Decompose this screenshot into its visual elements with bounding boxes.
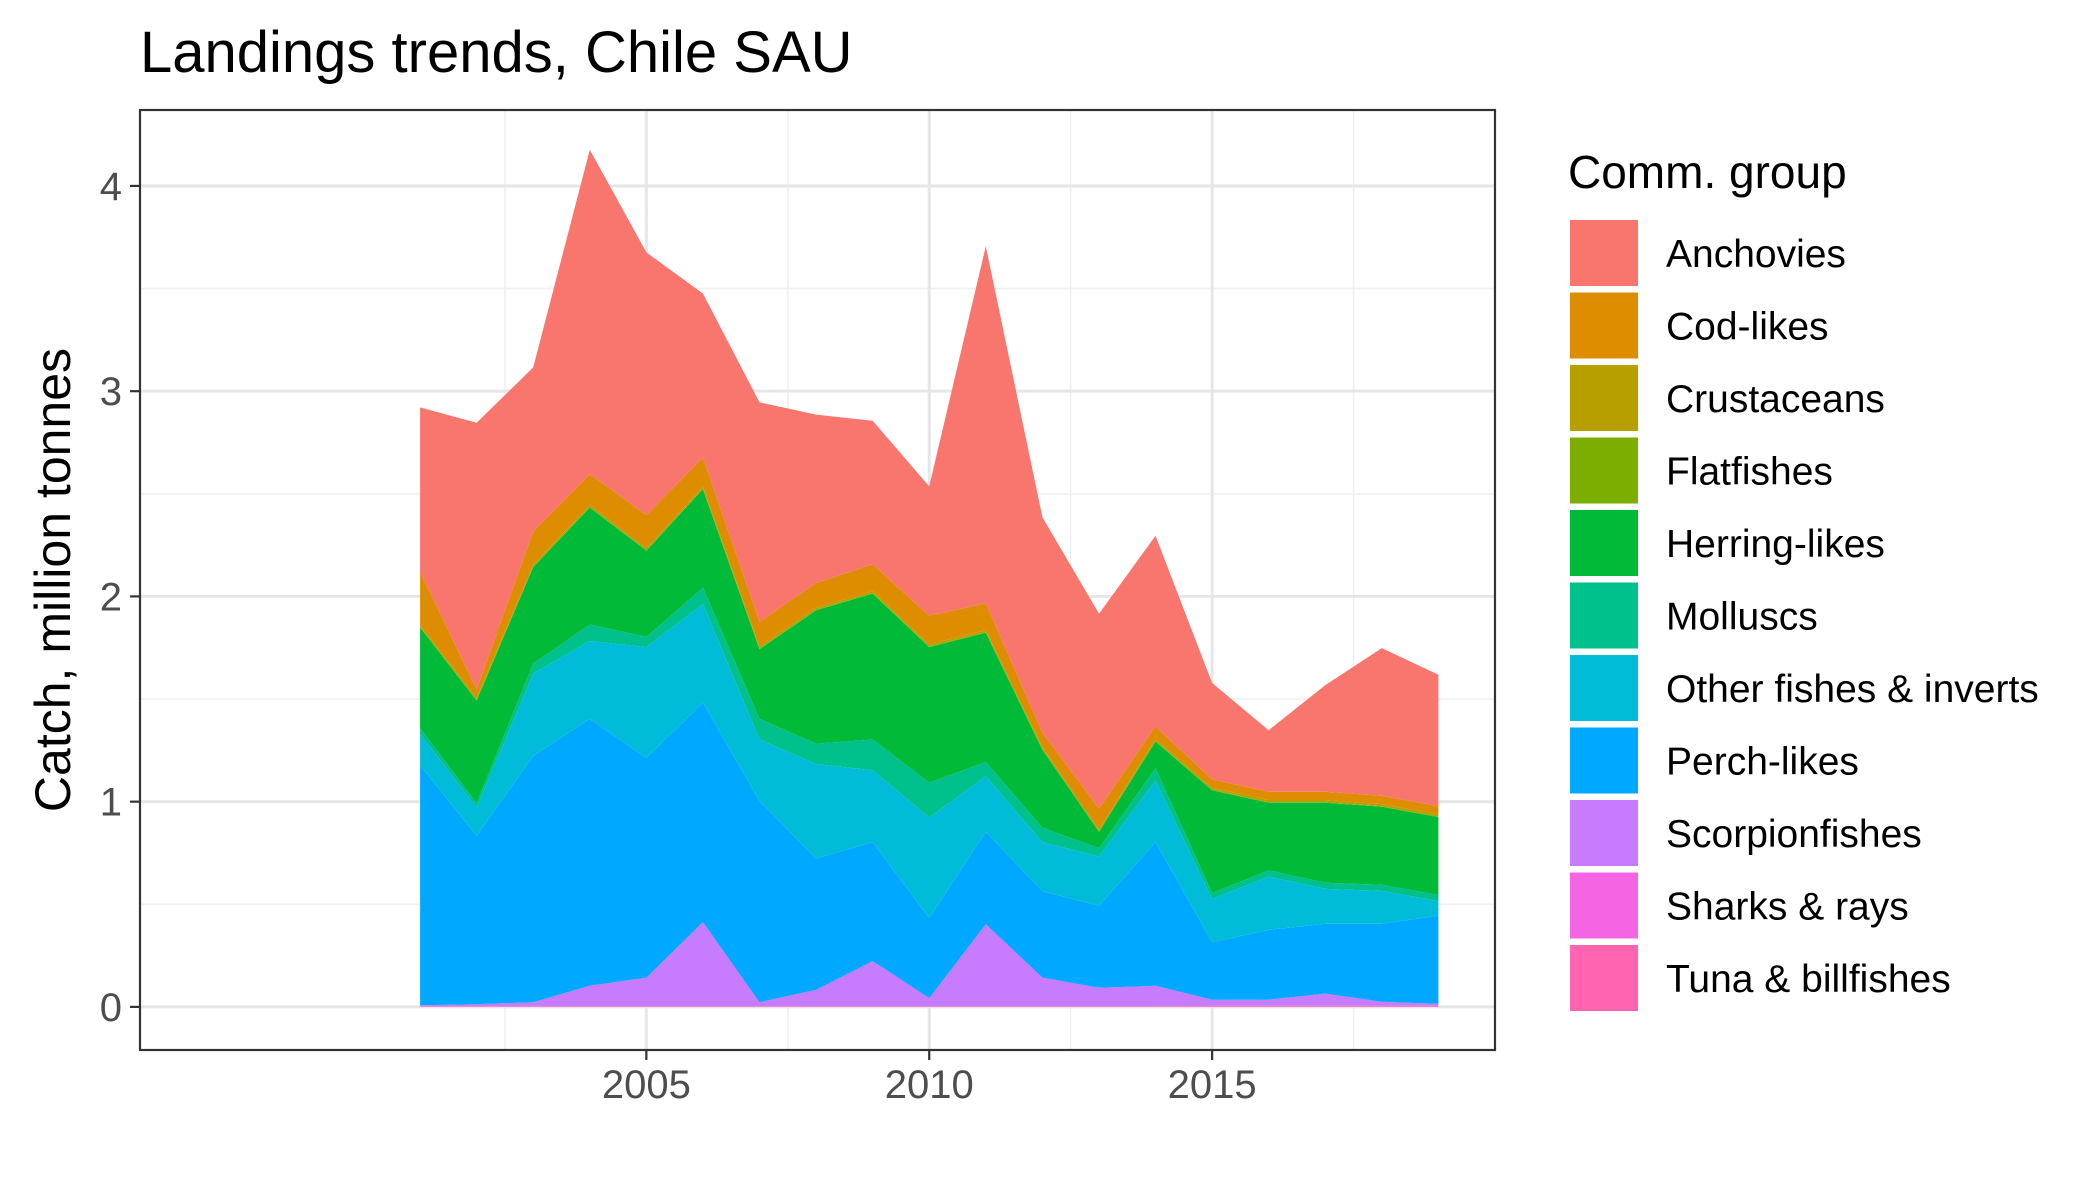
legend-label-scorpionfishes: Scorpionfishes bbox=[1666, 813, 1922, 856]
legend-key-scorpionfishes bbox=[1570, 800, 1638, 866]
legend-key-herring-likes bbox=[1570, 510, 1638, 576]
area-perch-likes bbox=[420, 702, 1439, 1006]
panel-border bbox=[138, 108, 1497, 1052]
legend-key-anchovies bbox=[1570, 220, 1638, 286]
legend: Comm. group Anchovies Cod-likes Crustacean… bbox=[1568, 146, 2039, 1011]
area-sharks-rays bbox=[420, 1005, 1439, 1007]
legend-label-perch-likes: Perch-likes bbox=[1666, 741, 1859, 784]
legend-label-molluscs: Molluscs bbox=[1666, 596, 1818, 639]
legend-label-herring-likes: Herring-likes bbox=[1666, 523, 1885, 566]
y-tick-label: 0 bbox=[100, 986, 122, 1030]
area-scorpionfishes bbox=[420, 922, 1439, 1007]
legend-label-sharks-rays: Sharks & rays bbox=[1666, 886, 1909, 929]
chart-title: Landings trends, Chile SAU bbox=[140, 20, 853, 85]
legend-label-flatfishes: Flatfishes bbox=[1666, 451, 1833, 494]
legend-label-tuna-billfishes: Tuna & billfishes bbox=[1666, 958, 1951, 1001]
stacked-areas bbox=[420, 149, 1439, 1007]
x-tick-label: 2010 bbox=[885, 1063, 974, 1107]
legend-title: Comm. group bbox=[1568, 146, 1847, 198]
legend-label-other-fishes-inverts: Other fishes & inverts bbox=[1666, 668, 2039, 711]
legend-label-anchovies: Anchovies bbox=[1666, 233, 1846, 276]
legend-key-molluscs bbox=[1570, 582, 1638, 649]
legend-key-flatfishes bbox=[1570, 437, 1638, 504]
area-anchovies bbox=[420, 149, 1439, 809]
legend-key-other-fishes-inverts bbox=[1570, 655, 1638, 721]
y-tick-label: 4 bbox=[100, 165, 122, 209]
area-other-fishes-inverts bbox=[420, 604, 1439, 943]
legend-key-perch-likes bbox=[1570, 727, 1638, 794]
y-tick-label: 2 bbox=[100, 575, 122, 619]
x-tick-label: 2015 bbox=[1168, 1063, 1257, 1107]
legend-key-sharks-rays bbox=[1570, 872, 1638, 939]
legend-key-tuna-billfishes bbox=[1570, 945, 1638, 1011]
area-herring-likes bbox=[420, 489, 1439, 895]
x-tick-label: 2005 bbox=[602, 1063, 691, 1107]
area-cod-likes bbox=[420, 457, 1439, 830]
legend-key-cod-likes bbox=[1570, 292, 1638, 359]
y-tick-label: 3 bbox=[100, 370, 122, 414]
legend-key-crustaceans bbox=[1570, 365, 1638, 431]
legend-label-crustaceans: Crustaceans bbox=[1666, 378, 1885, 421]
legend-label-cod-likes: Cod-likes bbox=[1666, 306, 1829, 349]
axes: 0 1 2 3 4 2005 2010 2015 bbox=[100, 165, 1257, 1107]
y-tick-label: 1 bbox=[100, 781, 122, 825]
y-axis-title: Catch, million tonnes bbox=[25, 348, 81, 812]
